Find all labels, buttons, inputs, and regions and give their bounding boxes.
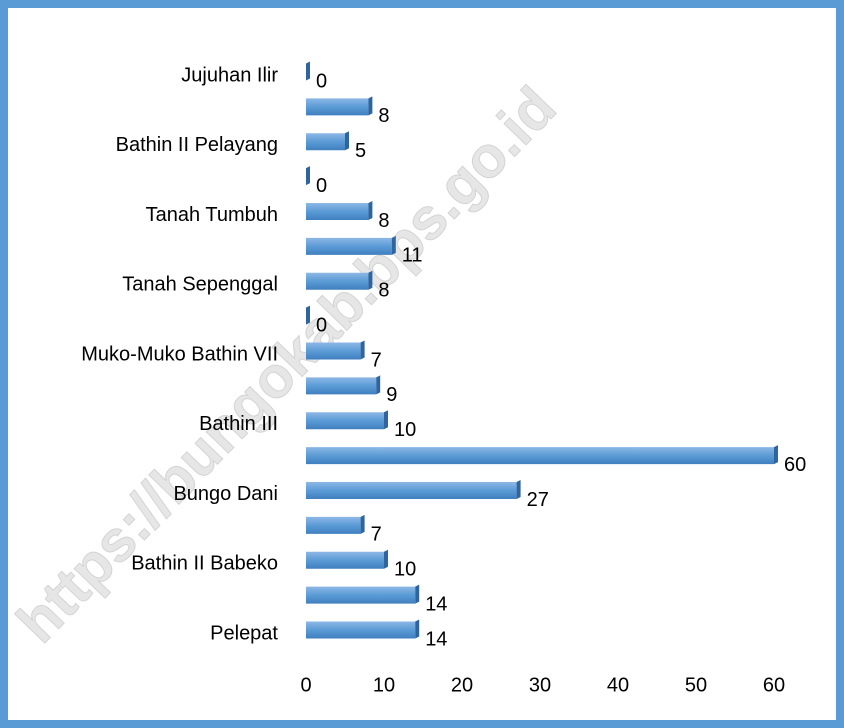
bar-side (368, 96, 373, 116)
bar-side (384, 549, 388, 569)
bar-side (376, 375, 381, 395)
bar (306, 272, 369, 290)
bar (306, 133, 345, 151)
y-tick-label: Bungo Dani (173, 483, 278, 505)
x-tick-label: 0 (300, 674, 311, 696)
bar-side (306, 61, 310, 81)
value-label: 0 (316, 175, 327, 197)
bar-side (384, 410, 388, 430)
y-tick-label: Bathin II Babeko (131, 553, 278, 575)
value-label: 14 (425, 593, 447, 615)
value-label: 7 (371, 349, 382, 371)
y-tick-label: Tanah Tumbuh (146, 204, 278, 226)
y-tick-label: Jujuhan Ilir (181, 64, 278, 86)
value-label: 27 (527, 489, 549, 511)
value-label: 7 (371, 524, 382, 546)
bar (306, 412, 384, 430)
value-label: 60 (784, 454, 806, 476)
bar-side (360, 340, 365, 360)
bar (306, 482, 517, 499)
bar-side (516, 480, 521, 499)
x-tick-label: 10 (373, 674, 395, 696)
bar (306, 447, 774, 465)
value-label: 14 (425, 628, 447, 650)
x-tick-label: 20 (451, 674, 473, 696)
y-tick-label: Bathin III (199, 413, 278, 435)
value-label: 8 (378, 280, 389, 302)
value-label: 5 (355, 140, 366, 162)
value-label: 9 (386, 384, 397, 406)
bar (306, 586, 416, 604)
x-tick-label: 40 (607, 674, 629, 696)
bar-side (368, 201, 373, 220)
value-label: 11 (402, 245, 423, 267)
bar (306, 551, 384, 569)
value-label: 0 (316, 314, 327, 336)
x-tick-label: 50 (685, 674, 707, 696)
x-tick-label: 60 (763, 674, 785, 696)
bar-side (774, 445, 778, 465)
y-tick-label: Tanah Sepenggal (122, 274, 278, 296)
bar (306, 203, 369, 220)
bar (306, 377, 377, 395)
bar-side (345, 131, 349, 151)
bar-side (306, 166, 310, 186)
value-label: 0 (316, 70, 327, 92)
bar-side (368, 270, 373, 290)
x-tick-label: 30 (529, 674, 551, 696)
bar-side (415, 619, 420, 639)
bar-side (306, 305, 310, 325)
value-label: 8 (378, 210, 389, 232)
bar-side (391, 235, 396, 255)
bar-side (360, 514, 365, 534)
value-label: 10 (394, 419, 416, 441)
bar (306, 621, 416, 639)
value-label: 10 (394, 559, 416, 581)
bar-side (415, 584, 420, 604)
y-tick-label: Bathin II Pelayang (116, 134, 278, 156)
bar (306, 342, 361, 360)
y-tick-label: Pelepat (210, 622, 278, 644)
bar (306, 516, 361, 534)
value-label: 8 (378, 105, 389, 127)
bar (306, 98, 369, 116)
bar (306, 237, 392, 255)
y-tick-label: Muko-Muko Bathin VII (81, 343, 278, 365)
